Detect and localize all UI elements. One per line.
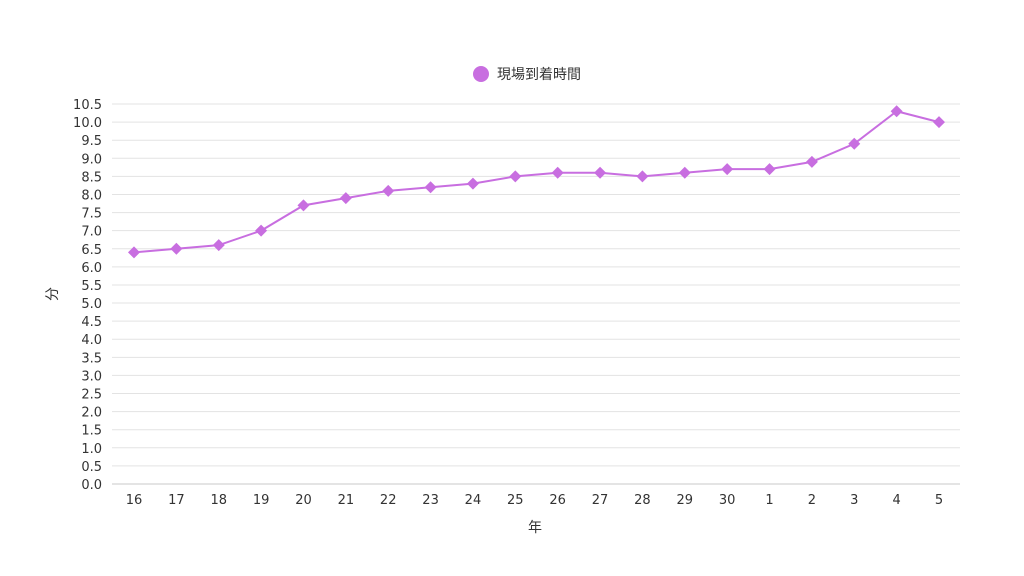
- y-tick-label: 6.0: [81, 261, 102, 276]
- x-tick-label: 22: [380, 493, 397, 508]
- y-tick-label: 5.0: [81, 297, 102, 312]
- series-line: [133, 110, 940, 254]
- legend-swatch-icon: [473, 66, 489, 82]
- x-tick-label: 21: [338, 493, 355, 508]
- data-point-marker[interactable]: [382, 184, 395, 197]
- data-point-marker[interactable]: [763, 163, 776, 176]
- data-point-marker[interactable]: [297, 199, 310, 212]
- legend[interactable]: 現場到着時間: [473, 66, 581, 83]
- x-tick-label: 27: [592, 493, 609, 508]
- x-tick-label: 2: [808, 493, 816, 508]
- legend-label: 現場到着時間: [497, 67, 581, 83]
- x-tick-label: 20: [295, 493, 312, 508]
- data-point-marker[interactable]: [170, 242, 183, 255]
- y-tick-label: 0.5: [81, 460, 102, 475]
- y-tick-label: 7.0: [81, 225, 102, 240]
- x-tick-label: 18: [210, 493, 227, 508]
- y-tick-label: 5.5: [81, 279, 102, 294]
- data-point-marker[interactable]: [636, 170, 649, 183]
- x-tick-label: 30: [719, 493, 736, 508]
- data-point-marker[interactable]: [466, 177, 479, 190]
- data-point-marker[interactable]: [509, 170, 522, 183]
- y-tick-label: 1.5: [81, 424, 102, 439]
- y-tick-label: 4.5: [81, 315, 102, 330]
- y-tick-label: 2.5: [81, 388, 102, 403]
- y-tick-label: 10.5: [73, 98, 102, 113]
- y-tick-label: 9.5: [81, 134, 102, 149]
- data-point-marker[interactable]: [805, 155, 818, 168]
- y-tick-label: 4.0: [81, 333, 102, 348]
- y-axis-ticks: 0.0 0.5 1.0 1.5 2.0 2.5 3.0 3.5 4.0 4.5 5.0 5.5 6.0 6…: [73, 98, 102, 493]
- data-point-marker[interactable]: [212, 239, 225, 252]
- y-axis-title: 分: [45, 287, 61, 301]
- y-tick-label: 7.5: [81, 207, 102, 222]
- x-tick-label: 23: [422, 493, 439, 508]
- x-tick-label: 5: [935, 493, 943, 508]
- x-tick-label: 24: [465, 493, 482, 508]
- x-axis-ticks: 16 17 18 19 20 21 22 23 24 25 26 27 28 29 30 1 2 3 4 5: [126, 493, 943, 508]
- x-tick-label: 1: [765, 493, 773, 508]
- x-tick-label: 4: [892, 493, 900, 508]
- y-tick-label: 6.5: [81, 243, 102, 258]
- y-tick-label: 2.0: [81, 406, 102, 421]
- y-tick-label: 9.0: [81, 152, 102, 167]
- data-point-marker[interactable]: [339, 192, 352, 205]
- data-point-marker[interactable]: [933, 116, 945, 129]
- y-tick-label: 1.0: [81, 442, 102, 457]
- x-tick-label: 19: [253, 493, 270, 508]
- data-point-marker[interactable]: [424, 181, 437, 194]
- x-tick-label: 16: [126, 493, 143, 508]
- y-tick-label: 10.0: [73, 116, 102, 131]
- x-axis-title: 年: [528, 520, 542, 536]
- x-tick-label: 3: [850, 493, 858, 508]
- x-tick-label: 28: [634, 493, 651, 508]
- data-point-marker[interactable]: [128, 246, 140, 259]
- data-point-marker[interactable]: [255, 224, 268, 237]
- x-tick-label: 29: [677, 493, 694, 508]
- data-point-marker[interactable]: [678, 166, 691, 179]
- x-tick-label: 25: [507, 493, 524, 508]
- series-layer: [128, 105, 945, 259]
- y-tick-label: 0.0: [81, 478, 102, 493]
- data-point-marker[interactable]: [551, 166, 564, 179]
- grid-lines: [112, 103, 960, 467]
- data-point-marker[interactable]: [594, 166, 607, 179]
- data-point-marker[interactable]: [890, 105, 903, 118]
- y-tick-label: 8.5: [81, 170, 102, 185]
- data-point-marker[interactable]: [721, 163, 734, 176]
- x-tick-label: 26: [549, 493, 566, 508]
- data-point-marker[interactable]: [848, 137, 861, 150]
- y-tick-label: 3.0: [81, 369, 102, 384]
- y-tick-label: 3.5: [81, 351, 102, 366]
- y-tick-label: 8.0: [81, 188, 102, 203]
- x-tick-label: 17: [168, 493, 185, 508]
